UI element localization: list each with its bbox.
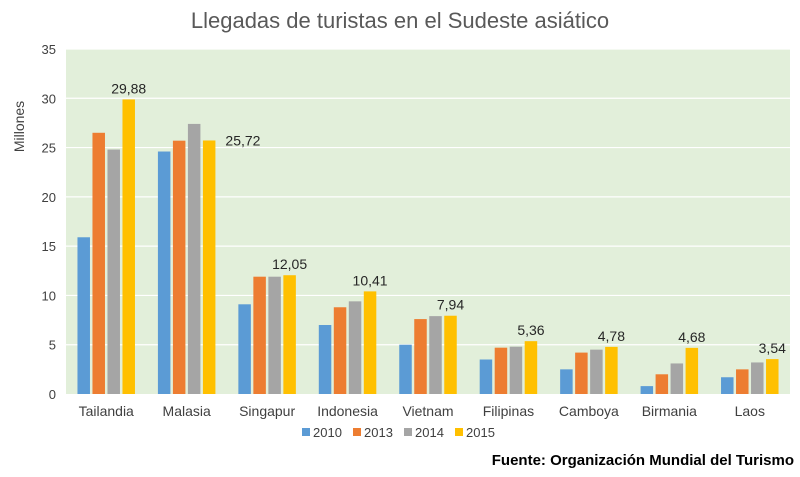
y-tick-label: 0 [49,387,56,402]
x-tick-label: Singapur [239,403,295,419]
x-tick-label: Birmania [642,403,697,419]
bar-2015-filipinas [524,341,538,394]
bar-2013-filipinas [494,347,508,394]
y-axis-label: Millones [11,101,27,152]
bar-2013-camboya [575,352,588,394]
data-label: 4,78 [598,328,625,344]
bar-2014-indonesia [348,301,362,394]
bar-2015-malasia [202,140,216,394]
bar-2010-tailandia [77,237,90,394]
bar-2014-singapur [268,276,281,394]
bar-2014-vietnam [429,316,442,394]
data-label: 7,94 [437,297,464,313]
x-tick-label: Filipinas [483,403,534,419]
bar-2013-indonesia [333,307,347,394]
bar-2010-filipinas [479,359,493,394]
y-tick-label: 5 [49,338,56,353]
legend-label-2010: 2010 [313,425,342,440]
data-label: 29,88 [111,80,146,96]
bar-2014-birmania [670,363,684,394]
legend-label-2013: 2013 [364,425,393,440]
bar-2015-indonesia [363,291,377,394]
plot-area: 0 5 10 15 20 25 30 35 Millones Tailandia Malasia Si… [11,42,790,440]
data-label: 3,54 [759,340,786,356]
y-tick-label: 30 [42,91,56,106]
bar-2014-camboya [590,349,603,394]
bar-2013-birmania [655,374,669,394]
bar-2013-singapur [253,276,266,394]
bar-2015-singapur [283,275,296,394]
x-tick-label: Indonesia [317,403,378,419]
legend-swatch-2013 [353,428,361,436]
bar-2015-birmania [685,347,699,394]
legend-label-2014: 2014 [415,425,444,440]
data-label: 4,68 [678,329,705,345]
x-tick-label: Vietnam [402,403,453,419]
data-label: 25,72 [225,132,260,148]
data-label: 10,41 [353,272,388,288]
legend-swatch-2014 [404,428,412,436]
legend-label-2015: 2015 [466,425,495,440]
bar-2010-malasia [157,151,171,394]
y-tick-label: 10 [42,288,56,303]
y-tick-label: 25 [42,141,56,156]
bar-2010-vietnam [399,344,412,394]
bar-2015-laos [766,359,779,394]
bar-2015-vietnam [444,315,457,394]
legend-swatch-2015 [455,428,463,436]
bar-2013-laos [736,369,749,394]
y-tick-label: 20 [42,190,56,205]
data-label: 12,05 [272,256,307,272]
x-tick-label: Malasia [163,403,211,419]
bar-2013-malasia [172,140,186,394]
x-tick-label: Tailandia [79,403,134,419]
x-tick-label: Laos [735,403,765,419]
bar-2010-indonesia [318,325,332,394]
bar-2013-vietnam [414,319,427,394]
x-tick-label: Camboya [559,403,619,419]
data-label: 5,36 [517,322,544,338]
y-tick-label: 35 [42,42,56,57]
bar-2014-filipinas [509,346,523,394]
chart-title: Llegadas de turistas en el Sudeste asiát… [190,8,610,33]
bar-2014-laos [751,362,764,394]
bar-2013-tailandia [92,132,105,395]
y-tick-label: 15 [42,239,56,254]
bar-2015-camboya [605,346,618,394]
bar-2014-malasia [187,123,201,395]
bar-2014-tailandia [107,149,120,394]
bar-2010-laos [721,377,734,394]
legend-swatch-2010 [302,428,310,436]
bar-2010-camboya [560,369,573,394]
source-note: Fuente: Organización Mundial del Turismo [491,452,794,469]
plot-background [66,49,790,394]
bar-2015-tailandia [122,99,135,395]
bar-2010-birmania [640,386,654,394]
bar-2010-singapur [238,304,251,394]
